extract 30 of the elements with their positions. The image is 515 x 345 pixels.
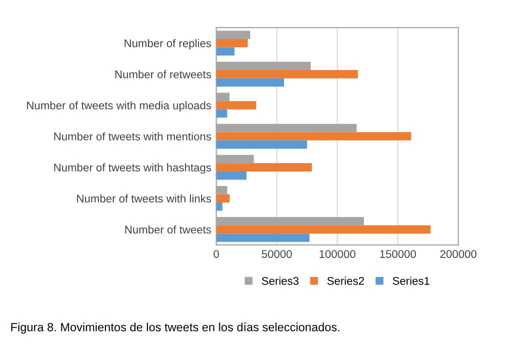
bar — [216, 140, 308, 149]
bar — [216, 70, 358, 78]
x-tick-label: 0 — [214, 250, 219, 258]
y-tick-label: Number of tweets with hashtags — [54, 163, 212, 174]
y-tick-label: Number of retweets — [115, 70, 212, 78]
bar — [216, 78, 284, 87]
legend-label: Series1 — [392, 276, 430, 285]
x-tick-label: 50000 — [262, 250, 292, 258]
y-tick-label: Number of tweets — [125, 225, 212, 234]
y-tick-label: Number of tweets with mentions — [54, 132, 212, 140]
bar — [216, 38, 248, 48]
bar — [216, 163, 312, 172]
bar — [216, 132, 412, 140]
bar — [216, 234, 310, 242]
bar — [216, 171, 247, 180]
y-tick-label: Number of replies — [124, 39, 212, 50]
x-tick-label: 200000 — [440, 250, 476, 258]
bar — [216, 225, 431, 234]
text: Figura 8. Movimientos de los tweets en los días seleccionados. — [11, 322, 340, 334]
bar — [216, 101, 256, 110]
bar — [216, 202, 222, 211]
bar — [216, 109, 228, 118]
legend-label: Series2 — [327, 276, 364, 285]
bar — [216, 47, 234, 56]
legend-label: Series3 — [262, 276, 299, 285]
bar — [216, 194, 230, 203]
x-tick-label: 100000 — [320, 250, 356, 258]
y-tick-label: Number of tweets with media uploads — [27, 101, 212, 112]
x-tick-label: 150000 — [380, 250, 416, 258]
y-tick-label: Number of tweets with links — [77, 194, 212, 203]
